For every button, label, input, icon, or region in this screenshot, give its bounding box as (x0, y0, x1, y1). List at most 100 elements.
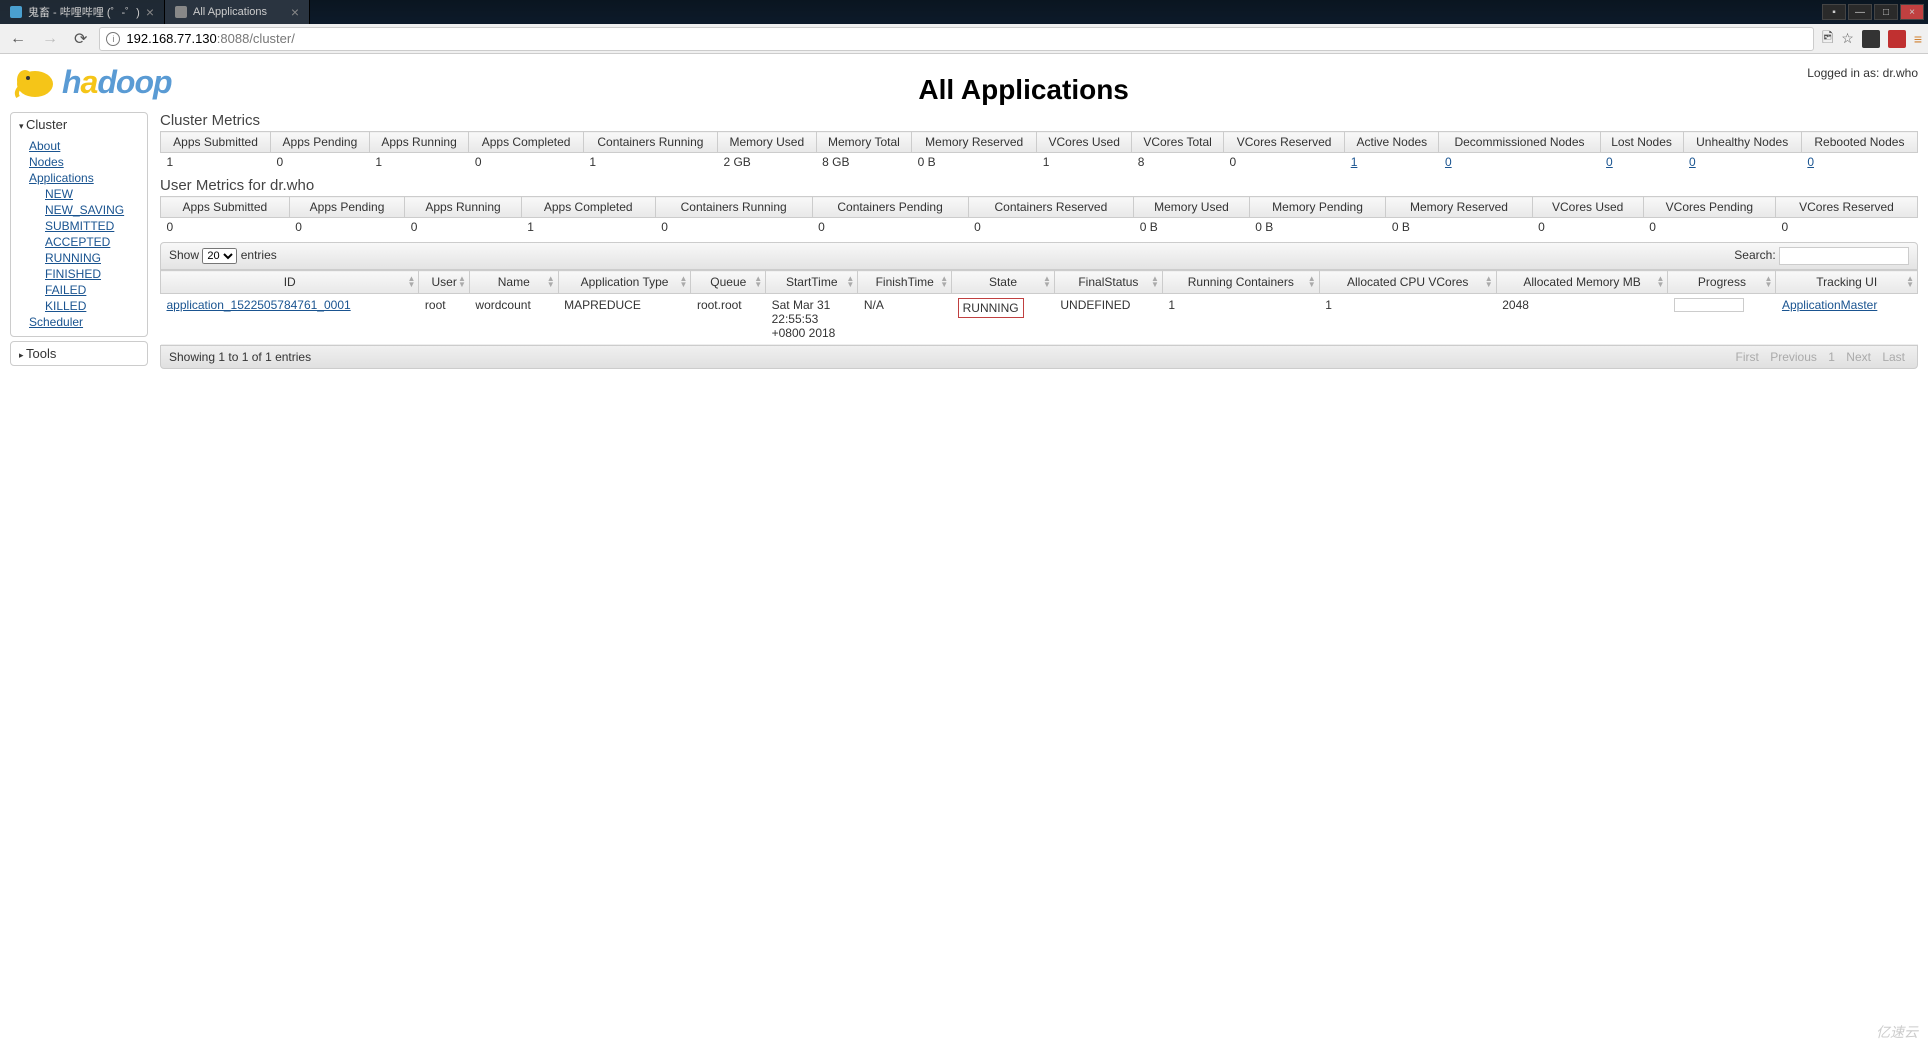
sidebar-state-new-saving[interactable]: NEW_SAVING (45, 202, 139, 218)
metric-value: 1 (1037, 153, 1132, 172)
column-header[interactable]: Application Type▲▼ (558, 271, 691, 294)
metric-header: VCores Total (1132, 132, 1224, 153)
info-icon[interactable]: i (106, 32, 120, 46)
metric-header: Lost Nodes (1600, 132, 1683, 153)
metric-header: Apps Completed (521, 197, 655, 218)
sidebar-state-submitted[interactable]: SUBMITTED (45, 218, 139, 234)
cell-mem: 2048 (1496, 294, 1668, 345)
main-content: Cluster Metrics Apps SubmittedApps Pendi… (160, 112, 1918, 370)
column-header[interactable]: Name▲▼ (469, 271, 558, 294)
reload-icon[interactable]: ⟳ (70, 29, 91, 49)
metric-link[interactable]: 0 (1606, 155, 1613, 169)
metric-header: Decommissioned Nodes (1439, 132, 1600, 153)
metric-header: Containers Running (583, 132, 717, 153)
user-metrics-title: User Metrics for dr.who (160, 177, 1918, 194)
sidebar-link-applications[interactable]: Applications (29, 170, 139, 186)
sidebar-link-about[interactable]: About (29, 138, 139, 154)
column-header[interactable]: Progress▲▼ (1668, 271, 1776, 294)
entries-select[interactable]: 20 (202, 248, 237, 264)
extension-icon[interactable] (1888, 30, 1906, 48)
bookmark-icon[interactable]: ☆ (1841, 30, 1854, 47)
sidebar-link-scheduler[interactable]: Scheduler (29, 314, 139, 330)
browser-tab-2[interactable]: All Applications × (165, 0, 310, 24)
page-title: All Applications (240, 62, 1807, 106)
metric-value: 0 B (1386, 218, 1532, 237)
metric-value: 1 (369, 153, 469, 172)
sidebar-state-running[interactable]: RUNNING (45, 250, 139, 266)
metric-value: 1 (583, 153, 717, 172)
metric-value: 0 (968, 218, 1134, 237)
column-header[interactable]: Allocated CPU VCores▲▼ (1319, 271, 1496, 294)
address-bar: ← → ⟳ i 192.168.77.130:8088/cluster/ 🖻 ☆… (0, 24, 1928, 54)
column-header[interactable]: Allocated Memory MB▲▼ (1496, 271, 1668, 294)
metric-header: Memory Pending (1249, 197, 1386, 218)
sidebar-tools-header[interactable]: Tools (11, 342, 147, 365)
translate-icon[interactable]: 🖻 (1822, 27, 1833, 51)
close-icon[interactable]: × (291, 4, 299, 20)
metric-header: Containers Running (655, 197, 812, 218)
sidebar-state-killed[interactable]: KILLED (45, 298, 139, 314)
metric-link[interactable]: 0 (1689, 155, 1696, 169)
minimize-icon[interactable]: — (1848, 4, 1872, 20)
hadoop-logo[interactable]: hadoop (10, 62, 240, 102)
metric-value: 0 (469, 153, 584, 172)
browser-tab-1[interactable]: 鬼畜 - 哔哩哔哩 (゜-゜) × (0, 0, 165, 24)
back-icon[interactable]: ← (6, 30, 30, 48)
sidebar-state-new[interactable]: NEW (45, 186, 139, 202)
metric-header: Apps Submitted (161, 132, 271, 153)
column-header[interactable]: Running Containers▲▼ (1162, 271, 1319, 294)
sidebar-cluster-header[interactable]: Cluster (11, 113, 147, 136)
user-icon[interactable]: ▪ (1822, 4, 1846, 20)
column-header[interactable]: User▲▼ (419, 271, 470, 294)
column-header[interactable]: Tracking UI▲▼ (1776, 271, 1918, 294)
sidebar-state-finished[interactable]: FINISHED (45, 266, 139, 282)
addr-icons: 🖻 ☆ ≡ (1822, 27, 1922, 51)
close-icon[interactable]: × (146, 4, 154, 20)
metric-value: 1 (521, 218, 655, 237)
column-header[interactable]: FinishTime▲▼ (858, 271, 952, 294)
metric-link[interactable]: 0 (1807, 155, 1814, 169)
metric-header: Memory Used (717, 132, 816, 153)
metric-value: 0 (271, 153, 370, 172)
page-first[interactable]: First (1732, 350, 1763, 364)
entries-label: entries (241, 248, 277, 262)
tracking-ui-link[interactable]: ApplicationMaster (1782, 298, 1877, 312)
page-last[interactable]: Last (1878, 350, 1909, 364)
metric-value: 0 (405, 218, 521, 237)
forward-icon[interactable]: → (38, 30, 62, 48)
column-header[interactable]: StartTime▲▼ (766, 271, 858, 294)
metric-header: Active Nodes (1345, 132, 1439, 153)
page-content: hadoop All Applications Logged in as: dr… (0, 54, 1928, 378)
sidebar-link-nodes[interactable]: Nodes (29, 154, 139, 170)
page-next[interactable]: Next (1842, 350, 1875, 364)
menu-icon[interactable]: ≡ (1914, 31, 1922, 47)
sidebar-state-accepted[interactable]: ACCEPTED (45, 234, 139, 250)
window-close-icon[interactable]: × (1900, 4, 1924, 20)
user-metrics-table: Apps SubmittedApps PendingApps RunningAp… (160, 196, 1918, 236)
metric-value: 0 (1532, 218, 1643, 237)
search-input[interactable] (1779, 247, 1909, 265)
column-header[interactable]: State▲▼ (952, 271, 1055, 294)
sidebar-state-failed[interactable]: FAILED (45, 282, 139, 298)
column-header[interactable]: Queue▲▼ (691, 271, 766, 294)
extension-icon[interactable] (1862, 30, 1880, 48)
app-id-link[interactable]: application_1522505784761_0001 (167, 298, 351, 312)
metric-header: VCores Used (1037, 132, 1132, 153)
page-num[interactable]: 1 (1824, 350, 1839, 364)
metric-value: 0 B (1249, 218, 1386, 237)
metric-value: 2 GB (717, 153, 816, 172)
show-entries: Show 20 entries (169, 248, 277, 264)
metric-value: 0 (1643, 218, 1775, 237)
metric-link[interactable]: 0 (1445, 155, 1452, 169)
page-prev[interactable]: Previous (1766, 350, 1821, 364)
metric-header: VCores Pending (1643, 197, 1775, 218)
maximize-icon[interactable]: □ (1874, 4, 1898, 20)
metric-link[interactable]: 1 (1351, 155, 1358, 169)
column-header[interactable]: ID▲▼ (161, 271, 419, 294)
search-label: Search: (1734, 248, 1775, 262)
column-header[interactable]: FinalStatus▲▼ (1054, 271, 1162, 294)
tab-bar: 鬼畜 - 哔哩哔哩 (゜-゜) × All Applications × ▪ —… (0, 0, 1928, 24)
metric-header: Apps Completed (469, 132, 584, 153)
url-input[interactable]: i 192.168.77.130:8088/cluster/ (99, 27, 1814, 51)
metric-value: 0 B (912, 153, 1037, 172)
